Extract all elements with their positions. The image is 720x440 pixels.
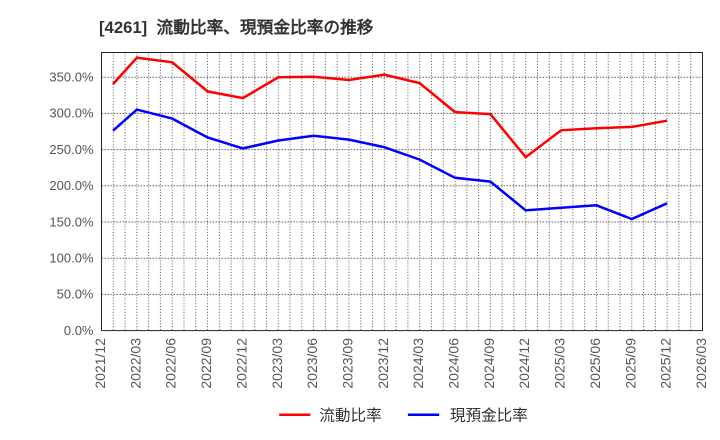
svg-text:250.0%: 250.0% <box>49 142 94 157</box>
svg-text:2024/03: 2024/03 <box>410 338 426 389</box>
svg-text:2023/12: 2023/12 <box>375 338 391 389</box>
svg-text:2022/03: 2022/03 <box>127 338 143 389</box>
svg-text:[4261] 流動比率、現預金比率の推移: [4261] 流動比率、現預金比率の推移 <box>99 17 374 37</box>
svg-text:2024/06: 2024/06 <box>446 338 462 389</box>
svg-text:150.0%: 150.0% <box>49 214 94 229</box>
svg-text:50.0%: 50.0% <box>57 287 94 302</box>
svg-text:300.0%: 300.0% <box>49 106 94 121</box>
svg-text:現預金比率: 現預金比率 <box>450 406 528 424</box>
svg-text:2025/12: 2025/12 <box>658 338 674 389</box>
svg-text:2023/09: 2023/09 <box>339 338 355 389</box>
svg-text:2025/09: 2025/09 <box>622 338 638 389</box>
svg-text:2026/03: 2026/03 <box>693 338 709 389</box>
svg-text:2022/12: 2022/12 <box>233 338 249 389</box>
svg-text:2025/06: 2025/06 <box>587 338 603 389</box>
svg-text:2022/09: 2022/09 <box>198 338 214 389</box>
svg-text:200.0%: 200.0% <box>49 178 94 193</box>
svg-text:流動比率: 流動比率 <box>319 406 381 424</box>
svg-text:0.0%: 0.0% <box>64 323 94 338</box>
svg-text:2024/12: 2024/12 <box>516 338 532 389</box>
svg-text:2025/03: 2025/03 <box>552 338 568 389</box>
svg-text:350.0%: 350.0% <box>49 70 94 85</box>
svg-text:2024/09: 2024/09 <box>481 338 497 389</box>
svg-text:2023/03: 2023/03 <box>269 338 285 389</box>
svg-text:100.0%: 100.0% <box>49 251 94 266</box>
svg-text:2023/06: 2023/06 <box>304 338 320 389</box>
svg-text:2022/06: 2022/06 <box>163 338 179 389</box>
svg-text:2021/12: 2021/12 <box>92 338 108 389</box>
